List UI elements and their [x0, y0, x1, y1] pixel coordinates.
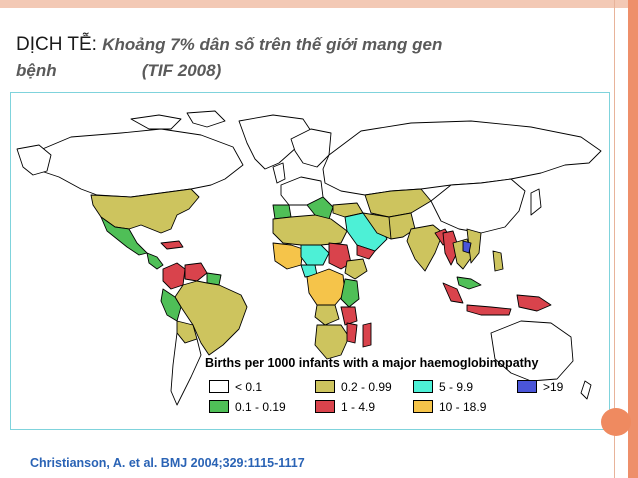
slide-title: DỊCH TỄ: Khoảng 7% dân số trên thế giới …: [16, 32, 616, 80]
region-north-africa: [272, 214, 348, 246]
region-new-zealand: [580, 380, 592, 400]
legend-label: >19: [543, 380, 564, 394]
region-china: [430, 178, 526, 234]
region-mexico: [100, 216, 148, 256]
legend-swatch: [315, 400, 335, 413]
region-west-africa: [272, 242, 304, 270]
legend-swatch: [209, 400, 229, 413]
region-congo: [314, 304, 340, 326]
region-central-asia: [364, 188, 432, 218]
region-southern-africa: [314, 324, 350, 360]
slide-frame-inner-border: [614, 0, 628, 478]
legend-label: < 0.1: [235, 380, 263, 394]
region-central-africa: [306, 268, 346, 306]
title-line2-word: bệnh: [16, 61, 57, 80]
legend-swatch: [209, 380, 229, 393]
region-india: [406, 224, 444, 272]
region-papua: [516, 294, 552, 312]
citation: Christianson, A. et al. BMJ 2004;329:111…: [30, 456, 305, 470]
region-mozambique: [346, 322, 358, 344]
legend-title: Births per 1000 infants with a major hae…: [205, 356, 539, 370]
region-colombia: [162, 262, 186, 290]
region-japan: [530, 188, 542, 216]
region-philippines: [492, 250, 504, 272]
region-myanmar: [442, 230, 460, 266]
slide-frame-top: [0, 0, 638, 8]
legend-label: 0.1 - 0.19: [235, 400, 286, 414]
world-map-panel: Births per 1000 infants with a major hae…: [10, 92, 610, 430]
region-argentina: [170, 332, 202, 406]
region-scandinavia: [290, 128, 332, 168]
region-sahel: [300, 244, 330, 266]
region-cuba: [160, 240, 184, 250]
legend-label: 1 - 4.9: [341, 400, 376, 414]
region-uk: [272, 162, 286, 184]
legend-label: 0.2 - 0.99: [341, 380, 392, 394]
region-tanzania: [340, 306, 358, 326]
region-indonesia: [466, 304, 512, 316]
region-central-america: [146, 252, 164, 270]
title-line-2: bệnh (TIF 2008): [16, 58, 221, 84]
region-yemen: [356, 244, 376, 260]
region-madagascar: [362, 322, 372, 348]
region-alaska: [16, 144, 52, 176]
region-italy-greece: [306, 196, 334, 220]
region-ethiopia: [344, 258, 368, 280]
region-brazil: [174, 280, 248, 356]
title-subtitle: Khoảng 7% dân số trên thế giới mang gen: [102, 35, 443, 54]
region-malaysia: [456, 276, 482, 290]
title-source: (TIF 2008): [141, 61, 222, 80]
region-laos: [462, 240, 472, 254]
legend-swatch: [413, 400, 433, 413]
slide-number-dot: [601, 408, 631, 436]
legend-swatch: [517, 380, 537, 393]
region-greenland: [238, 114, 312, 170]
legend-swatch: [413, 380, 433, 393]
legend-swatch: [315, 380, 335, 393]
slide-frame-right-bar: [628, 0, 638, 478]
map-legend: Births per 1000 infants with a major hae…: [203, 356, 599, 426]
region-arctic-islands: [130, 114, 182, 130]
region-pakistan: [388, 212, 416, 240]
world-map: [16, 110, 602, 406]
region-venezuela: [184, 262, 208, 282]
region-sumatra: [442, 282, 464, 304]
region-canada: [32, 128, 244, 198]
region-arctic-islands-2: [186, 110, 226, 128]
region-east-africa: [340, 278, 360, 308]
title-heading: DỊCH TỄ:: [16, 34, 97, 55]
legend-label: 10 - 18.9: [439, 400, 487, 414]
region-australia: [490, 320, 574, 382]
region-russia: [322, 120, 602, 196]
legend-label: 5 - 9.9: [439, 380, 474, 394]
